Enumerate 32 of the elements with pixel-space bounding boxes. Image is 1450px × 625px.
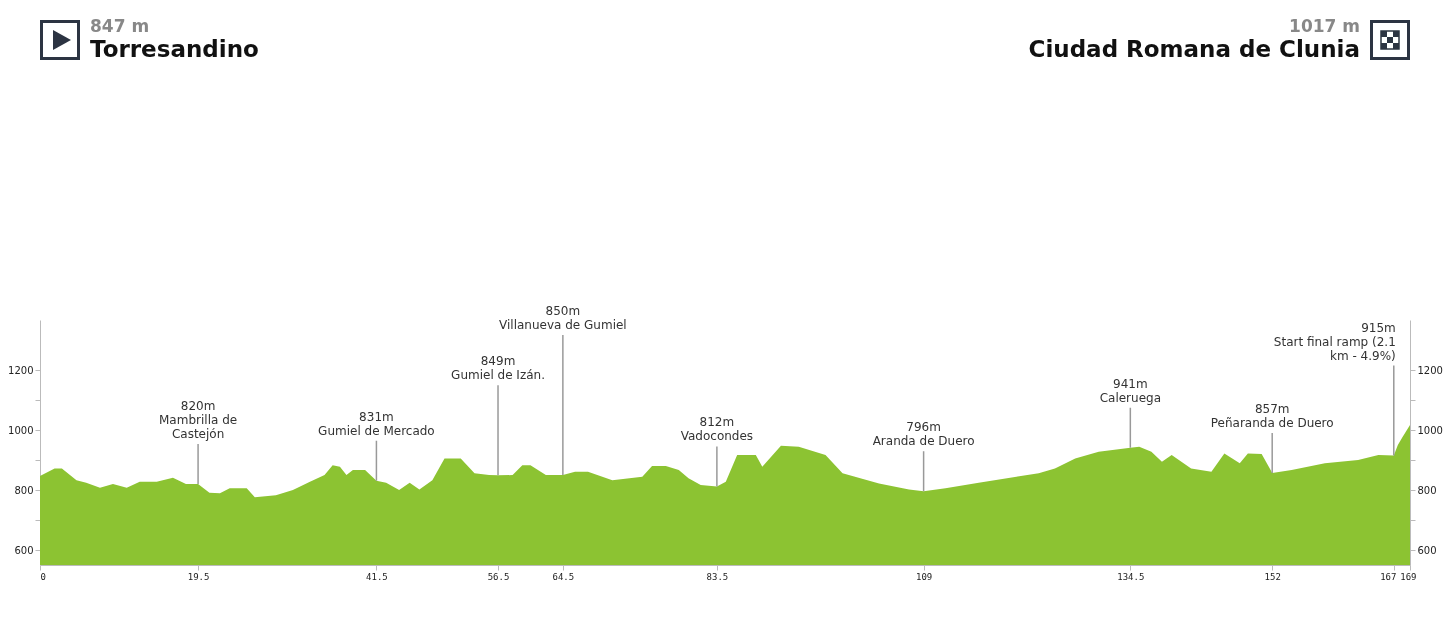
text: 1017 m <box>1288 16 1360 36</box>
y-tick-label: 600 <box>14 544 34 556</box>
text: Torresandino <box>90 36 259 62</box>
x-tick-label: 167 <box>1380 571 1397 582</box>
text: 847 m <box>90 16 151 36</box>
annotation: 820m Mambrilla de Castejón <box>159 399 238 442</box>
annotation: 857m Peñaranda de Duero <box>1210 401 1334 430</box>
annotation: 796m Aranda de Duero <box>872 420 975 449</box>
x-tick-label: 19.5 <box>187 571 210 582</box>
y2-tick-label: 800 <box>1417 484 1437 496</box>
annotation: 831m Gumiel de Mercado <box>318 409 435 438</box>
x-tick-label: 109 <box>915 571 933 582</box>
y-tick-label: 1200 <box>8 364 34 376</box>
y2-tick-label: 600 <box>1417 544 1437 556</box>
x-tick-label: 134.5 <box>1117 571 1145 582</box>
x-tick-label: 152 <box>1264 571 1281 582</box>
x-tick-label: 41.5 <box>366 571 388 582</box>
y2-tick-label: 1200 <box>1417 364 1443 376</box>
x-tick-label: 64.5 <box>552 571 575 582</box>
y-tick-label: 1000 <box>8 424 34 436</box>
annotation: 812m Vadocondes <box>680 415 754 444</box>
y2-tick-label: 1000 <box>1417 424 1443 436</box>
annotation: 941m Caleruega <box>1099 376 1161 405</box>
x-tick-label: 56.5 <box>487 571 510 582</box>
x-tick-label: 0 <box>40 571 46 582</box>
annotation: 849m Gumiel de Izán. <box>451 354 545 383</box>
text: Ciudad Romana de Clunia <box>1028 36 1360 62</box>
annotation: 850m Villanueva de Gumiel <box>499 304 627 333</box>
x-tick-label: 83.5 <box>706 571 729 582</box>
x-tick-label: 169 <box>1400 571 1417 582</box>
y-tick-label: 800 <box>14 484 34 496</box>
annotation: 915m Start final ramp (2.1 km - 4.9%) <box>1273 320 1396 363</box>
